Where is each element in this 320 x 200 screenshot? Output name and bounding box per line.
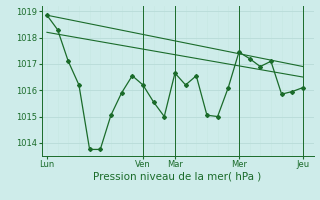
X-axis label: Pression niveau de la mer( hPa ): Pression niveau de la mer( hPa ): [93, 172, 262, 182]
